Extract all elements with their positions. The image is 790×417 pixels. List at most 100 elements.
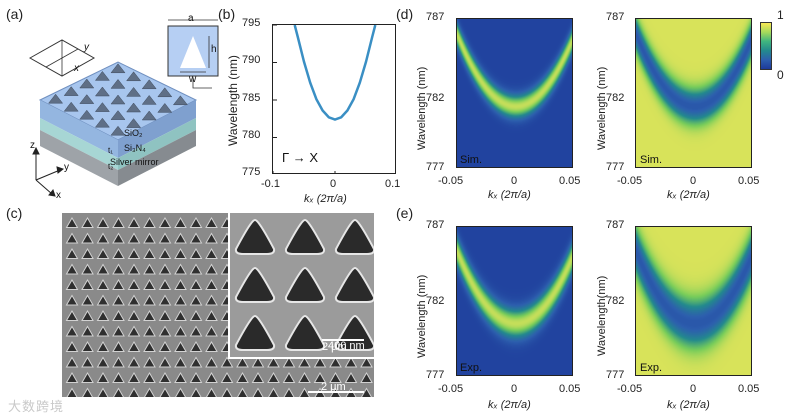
sem-triangle [96, 325, 110, 337]
sem-triangle [143, 341, 156, 352]
sem-triangle [236, 356, 249, 368]
sem-triangle [189, 325, 203, 337]
sem-triangle [158, 325, 172, 337]
b-ytick-780: 780 [242, 129, 261, 141]
dr-ytick-782: 782 [606, 92, 625, 104]
unit-cell-inset [167, 19, 219, 89]
e-left-tag: Exp. [460, 362, 483, 374]
cell-h-label: h [211, 44, 217, 55]
dr-xtick-neg: -0.05 [617, 175, 643, 187]
b-ytick-775: 775 [242, 166, 261, 178]
sem-triangle [127, 232, 141, 244]
axis-y-label: y [64, 162, 69, 173]
triangle-hole [79, 94, 95, 104]
sem-triangle [112, 372, 125, 383]
sem-triangle [298, 356, 311, 368]
sem-triangle [189, 372, 203, 383]
sem-triangle [81, 356, 94, 368]
er-xtick-zero: 0 [690, 383, 697, 395]
sem-triangle [190, 387, 202, 397]
sem-triangle [143, 248, 156, 259]
sem-triangle [174, 217, 187, 228]
sem-triangle [158, 294, 172, 306]
sem-triangle [206, 387, 217, 397]
sem-inset-triangle [234, 315, 276, 351]
b-xtick-zero: 0 [330, 178, 337, 190]
sem-triangle [96, 294, 110, 306]
er-ytick-777: 777 [606, 369, 625, 381]
sem-triangle [81, 279, 94, 290]
triangle-hole-array [48, 63, 188, 136]
triangle-hole [79, 78, 95, 89]
panel-label-b: (b) [218, 6, 236, 22]
sem-triangle [205, 263, 218, 275]
sem-triangle [174, 294, 187, 306]
sem-triangle [96, 310, 110, 321]
sem-triangle [205, 279, 218, 290]
sem-inset-triangle [334, 219, 374, 255]
sem-triangle [143, 294, 156, 306]
dl-ytick-787: 787 [426, 11, 445, 23]
panel-label-e: (e) [396, 205, 414, 221]
dl-xtick-pos: 0.05 [559, 175, 581, 187]
sem-triangle [112, 248, 125, 259]
triangle-hole [79, 109, 95, 120]
sem-triangle [344, 372, 358, 383]
sem-triangle [220, 356, 234, 368]
sem-inset-triangles [234, 219, 374, 351]
sem-triangle [144, 387, 155, 397]
sem-triangle [298, 372, 311, 383]
sem-triangle [251, 372, 265, 383]
dr-ytick-777: 777 [606, 161, 625, 173]
sem-triangle [143, 372, 156, 383]
sem-triangle [189, 217, 203, 228]
scale-bar-inset [322, 339, 364, 341]
dl-xlabel: kₓ (2π/a) [488, 189, 531, 201]
scale-bar-main [308, 391, 364, 393]
sem-triangle [189, 248, 203, 259]
scale-bar-inset-label: 2 μm [322, 341, 347, 353]
sem-triangle [81, 263, 94, 275]
b-xtick-pos: 0.1 [385, 178, 401, 190]
sem-triangle [220, 372, 234, 383]
sem-triangle [81, 294, 94, 306]
dr-xlabel: kₓ (2π/a) [667, 189, 710, 201]
cell-a-label: a [188, 13, 194, 24]
el-xtick-neg: -0.05 [438, 383, 464, 395]
sem-inset-triangle [234, 267, 276, 303]
dr-ytick-787: 787 [606, 11, 625, 23]
sem-triangle [65, 325, 79, 337]
sem-triangle [65, 356, 79, 368]
sem-triangle [205, 248, 218, 259]
dl-ytick-782: 782 [426, 92, 445, 104]
b-ytick-795: 795 [242, 17, 261, 29]
sem-triangle [143, 310, 156, 321]
sem-triangle [283, 387, 295, 397]
sem-triangle [344, 356, 358, 368]
sem-triangle [360, 372, 373, 383]
panel-label-d: (d) [396, 6, 414, 22]
triangle-hole [94, 86, 110, 97]
sem-triangle [96, 341, 110, 352]
heatmap-d-right [635, 18, 752, 168]
sem-triangle [205, 217, 218, 228]
colorbar [760, 22, 772, 70]
er-xtick-pos: 0.05 [738, 383, 760, 395]
heatmap-e-right [635, 226, 752, 376]
triangle-hole [110, 110, 126, 120]
layer-si3n4-left [40, 118, 118, 170]
dispersion-curve-plot [273, 25, 377, 173]
sem-triangle [189, 310, 203, 321]
scale-bar-main-label: 2 μm [321, 381, 346, 393]
el-ytick-787: 787 [426, 219, 445, 231]
sem-triangle [112, 232, 125, 244]
thickness-t1-label: t₁ [108, 146, 113, 155]
small-cell-y-label: y [84, 42, 89, 53]
sem-triangle [174, 232, 187, 244]
triangle-hole [126, 71, 142, 82]
dl-ylabel: Wavelength (nm) [416, 66, 428, 150]
triangle-hole [110, 78, 126, 89]
sem-triangle [81, 248, 94, 259]
sem-triangle [127, 310, 141, 321]
sem-triangle [127, 356, 141, 368]
